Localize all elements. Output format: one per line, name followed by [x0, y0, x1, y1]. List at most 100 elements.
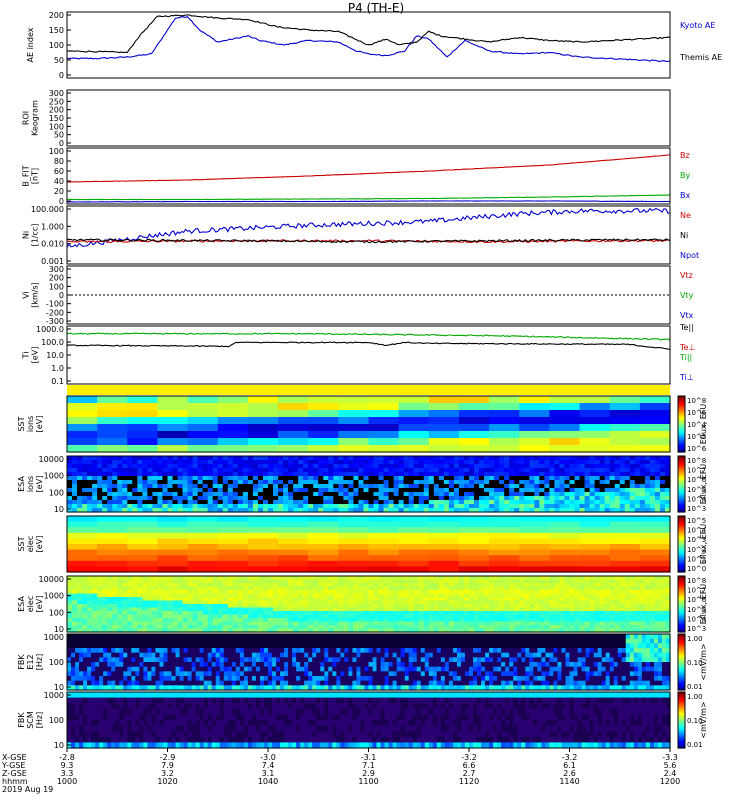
esa-ions-spectrogram-cell — [338, 476, 344, 481]
fbk-e12-spectrogram-cell — [288, 671, 293, 677]
fbk-e12-spectrogram-cell — [107, 638, 112, 644]
esa-elec-spectrogram-cell — [97, 590, 103, 595]
esa-elec-spectrogram-cell — [82, 593, 88, 598]
esa-elec-spectrogram-cell — [589, 600, 596, 605]
esa-elec-spectrogram-cell — [212, 597, 219, 602]
esa-elec-spectrogram-cell — [202, 618, 209, 623]
esa-ions-spectrogram-cell — [288, 484, 294, 489]
fbk-e12-spectrogram-cell — [67, 666, 72, 672]
esa-elec-spectrogram-cell — [278, 597, 284, 602]
sst-ions-colorbar-cell — [678, 409, 685, 412]
esa-elec-spectrogram-cell — [338, 583, 344, 588]
esa-ions-spectrogram-cell — [177, 488, 184, 493]
esa-elec-spectrogram-cell — [549, 583, 556, 588]
esa-elec-spectrogram-cell — [152, 618, 159, 623]
sst-elec-spectrogram-cell — [247, 532, 279, 539]
sst-elec-spectrogram-cell — [639, 521, 671, 528]
esa-ions-spectrogram-cell — [172, 496, 179, 501]
esa-ions-spectrogram-cell — [559, 484, 566, 489]
esa-ions-spectrogram-cell — [524, 492, 530, 497]
esa-ions-spectrogram-cell — [308, 484, 314, 489]
esa-ions-spectrogram-cell — [137, 480, 143, 485]
sst-elec-spectrogram-cell — [338, 566, 370, 573]
esa-elec-spectrogram-cell — [298, 579, 304, 584]
esa-ions-spectrogram-cell — [509, 468, 515, 473]
esa-ions-spectrogram-cell — [152, 492, 159, 497]
esa-ions-spectrogram-cell — [494, 456, 500, 461]
fbk-e12-spectrogram-cell — [171, 685, 177, 691]
esa-ions-spectrogram-cell — [629, 484, 636, 489]
esa-ions-spectrogram-cell — [127, 460, 133, 465]
esa-elec-spectrogram-cell — [82, 583, 88, 588]
esa-elec-spectrogram-cell — [107, 583, 113, 588]
esa-elec-spectrogram-cell — [574, 593, 581, 598]
fbk-e12-spectrogram-cell — [251, 638, 257, 644]
esa-elec-spectrogram-cell — [559, 579, 566, 584]
fbk-e12-spectrogram-cell — [296, 638, 301, 644]
esa-ions-spectrogram-cell — [182, 472, 189, 477]
esa-elec-spectrogram-cell — [177, 625, 184, 630]
esa-elec-spectrogram-cell — [273, 611, 279, 616]
esa-elec-spectrogram-cell — [353, 579, 360, 584]
esa-elec-spectrogram-cell — [192, 628, 199, 633]
esa-elec-spectrogram-cell — [303, 604, 309, 609]
fbk-e12-spectrogram-cell — [183, 662, 189, 668]
esa-ions-spectrogram-cell — [484, 504, 490, 509]
temperature-tick-label: 10.0 — [46, 351, 64, 360]
esa-elec-spectrogram-cell — [534, 593, 540, 598]
esa-elec-spectrogram-cell — [654, 607, 661, 612]
fbk-e12-spectrogram-cell — [276, 657, 281, 663]
esa-elec-spectrogram-cell — [388, 614, 395, 619]
esa-elec-spectrogram-cell — [584, 597, 591, 602]
esa-elec-spectrogram-cell — [619, 579, 626, 584]
sst-ions-spectrogram-cell — [97, 438, 128, 446]
fbk-e12-spectrogram-cell — [83, 685, 88, 691]
sst-ions-spectrogram-cell — [247, 403, 279, 411]
fbk-e12-spectrogram-cell — [215, 652, 221, 658]
fbk-e12-spectrogram-cell — [203, 666, 209, 672]
esa-ions-spectrogram-cell — [107, 464, 113, 469]
sst-elec-spectrogram-cell — [579, 544, 611, 551]
esa-ions-spectrogram-cell — [604, 480, 611, 485]
esa-elec-spectrogram-cell — [268, 579, 274, 584]
esa-ions-spectrogram-cell — [127, 456, 133, 461]
esa-elec-spectrogram-cell — [92, 618, 98, 623]
esa-elec-spectrogram-cell — [398, 593, 405, 598]
esa-ions-spectrogram-cell — [222, 488, 229, 493]
sst-elec-spectrogram-cell — [278, 516, 309, 523]
esa-ions-spectrogram-cell — [554, 504, 561, 509]
esa-elec-spectrogram-cell — [227, 579, 234, 584]
esa-ions-spectrogram-cell — [268, 460, 274, 465]
fbk-e12-spectrogram-cell — [272, 657, 277, 663]
fbk-e12-spectrogram-cell — [83, 634, 88, 640]
sst-elec-spectrogram-cell — [368, 566, 400, 573]
fbk-e12-spectrogram-cell — [79, 638, 84, 644]
fbk-e12-spectrogram-cell — [75, 634, 80, 640]
esa-elec-spectrogram-cell — [484, 593, 490, 598]
esa-elec-spectrogram-cell — [202, 583, 209, 588]
esa-ions-spectrogram-cell — [222, 508, 229, 513]
esa-elec-spectrogram-cell — [514, 618, 520, 623]
esa-elec-spectrogram-cell — [137, 576, 143, 581]
esa-ions-spectrogram-cell — [599, 492, 606, 497]
esa-elec-spectrogram-cell — [649, 618, 656, 623]
esa-elec-spectrogram-cell — [187, 607, 194, 612]
esa-ions-spectrogram-cell — [232, 480, 239, 485]
esa-elec-spectrogram-cell — [137, 590, 143, 595]
fbk-e12-spectrogram-cell — [71, 676, 76, 682]
esa-ions-spectrogram-cell — [122, 480, 128, 485]
esa-ions-spectrogram-cell — [112, 476, 118, 481]
esa-elec-spectrogram-cell — [132, 593, 138, 598]
esa-elec-spectrogram-cell — [92, 611, 98, 616]
fbk-e12-spectrogram-cell — [147, 671, 153, 677]
esa-elec-spectrogram-cell — [117, 583, 123, 588]
fbk-e12-spectrogram-cell — [143, 671, 148, 677]
esa-elec-spectrogram-cell — [453, 600, 460, 605]
sst-ions-spectrogram-cell — [157, 396, 189, 404]
esa-elec-spectrogram-cell — [438, 583, 445, 588]
esa-elec-spectrogram-cell — [418, 611, 425, 616]
sst-elec-spectrogram-cell — [519, 527, 550, 534]
esa-elec-spectrogram-cell — [212, 618, 219, 623]
esa-elec-spectrogram-cell — [529, 618, 535, 623]
